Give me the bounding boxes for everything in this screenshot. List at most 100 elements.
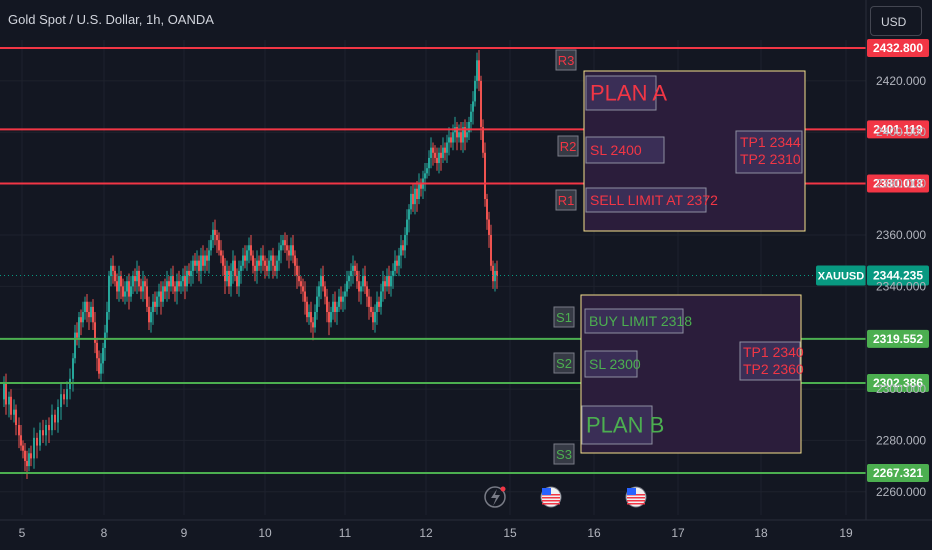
candle-body [244,255,246,261]
plan-b-title-box [581,405,653,445]
candle-body [294,255,296,266]
candle-body [406,219,408,235]
candle-body [54,414,56,423]
candle-body [426,168,428,174]
x-tick-label: 12 [419,526,433,540]
candle-body [76,332,78,338]
candle-body [200,255,202,271]
candle-body [438,152,440,164]
plan-b-tp-1: TP1 2340 [743,344,804,360]
candle-body [63,394,65,400]
candle-body [308,312,310,318]
flag-stripe [627,500,645,502]
x-tick-label: 19 [839,526,853,540]
candle-body [60,394,62,408]
candle-body [42,430,44,436]
candle-body [140,286,142,292]
candle-body [184,276,186,287]
candle-body [448,137,450,143]
chart-title: Gold Spot / U.S. Dollar, 1h, OANDA [8,12,214,27]
candle-body [460,132,462,143]
candle-body [488,219,490,235]
candle-body [234,260,236,277]
candle-body [162,286,164,302]
candle-body [476,60,478,81]
candle-body [36,437,38,446]
candle-body [326,296,328,313]
y-tick-label: 2380.000 [876,177,926,191]
candle-body [248,245,250,251]
y-tick-label: 2260.000 [876,485,926,499]
candle-body [15,409,17,426]
candle-body [398,255,400,266]
candle-body [51,414,53,431]
candle-body [30,453,32,459]
candle-body [134,276,136,282]
candle-body [202,255,204,266]
candle-body [246,250,248,261]
x-tick-label: 15 [503,526,517,540]
plan-b-sl-box [584,350,638,378]
plan-a-title-box [585,75,657,111]
price-tag-label: 2401.119 [873,122,923,136]
candle-body [208,250,210,261]
candle-body [262,255,264,261]
candle-body [232,260,234,271]
candle-body [468,121,470,133]
candle-body [322,276,324,287]
candle-body [306,301,308,318]
candle-body [130,286,132,297]
candle-body [356,270,358,282]
candle-body [478,60,480,81]
candle-body [158,291,160,297]
candle-body [156,296,158,307]
candle-body [424,173,426,179]
candle-body [98,358,100,374]
price-tag-s2 [867,373,929,392]
candle-body [226,270,228,282]
candle-body [250,245,252,256]
candle-body [210,240,212,251]
candle-body [474,80,476,102]
plan-a-entry-box [585,187,707,213]
x-tick-label: 9 [181,526,188,540]
y-tick-label: 2360.000 [876,228,926,242]
plan-b-entry: BUY LIMIT 2318 [589,313,692,329]
candle-body [302,286,304,292]
y-tick-label: 2420.000 [876,74,926,88]
price-tag-label: 2267.321 [873,466,923,480]
x-tick-label: 8 [101,526,108,540]
candle-body [182,276,184,282]
candle-body [20,435,22,446]
candle-body [66,389,68,400]
candle-body [318,286,320,297]
currency-button[interactable]: USD [870,6,922,36]
price-tag-label: 2380.018 [873,177,923,191]
candle-body [368,296,370,307]
candle-body [142,281,144,292]
candle-body [128,281,130,297]
candle-body [13,409,15,415]
level-label-box-s1 [553,306,575,328]
candle-body [320,276,322,287]
candle-body [432,147,434,153]
candle-body [420,183,422,189]
candle-body [230,270,232,287]
candle-body [494,270,496,282]
level-label-s3: S3 [556,447,572,462]
candle-body [338,296,340,307]
candle-body [394,260,396,271]
candle-body [84,301,86,313]
candle-body [346,281,348,292]
candle-body [172,276,174,287]
lightning-event-icon [484,486,506,508]
candle-body [164,286,166,292]
candle-body [132,276,134,287]
candle-body [348,276,350,282]
candle-body [376,301,378,313]
candle-body [312,322,314,328]
candle-body [378,301,380,307]
candle-body [5,383,7,405]
level-label-box-r1 [555,189,577,211]
